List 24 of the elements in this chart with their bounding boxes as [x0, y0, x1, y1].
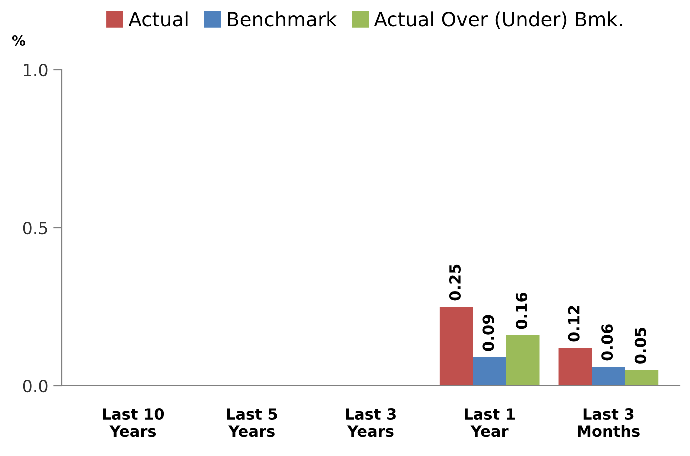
- x-tick-label: Last 10 Years: [103, 408, 164, 438]
- bar: [473, 358, 506, 386]
- data-label: 0.05: [634, 328, 646, 364]
- bar: [592, 367, 626, 386]
- legend-label: Actual: [128, 12, 188, 27]
- data-label: 0.12: [568, 306, 580, 342]
- x-tick-label: Last 3 Months: [578, 408, 640, 438]
- bar: [440, 307, 474, 386]
- data-label: 0.09: [482, 315, 494, 352]
- y-tick-label: 1.0: [24, 64, 48, 77]
- x-tick-label: Last 3 Years: [346, 408, 396, 438]
- data-label: 0.06: [602, 324, 614, 361]
- legend-label: Benchmark: [228, 12, 338, 27]
- bar: [625, 370, 659, 386]
- data-label: 0.16: [516, 293, 528, 330]
- y-tick-label: 0.5: [23, 222, 48, 235]
- data-label: 0.25: [449, 264, 461, 301]
- bar: [558, 348, 592, 386]
- y-tick-label: 0.0: [23, 380, 48, 393]
- y-axis-title: %: [12, 36, 26, 46]
- legend-label: Actual Over (Under) Bmk.: [374, 12, 622, 30]
- x-tick-label: Last 1 Year: [465, 408, 515, 438]
- x-tick-label: Last 5 Years: [227, 408, 278, 438]
- bar: [506, 335, 540, 386]
